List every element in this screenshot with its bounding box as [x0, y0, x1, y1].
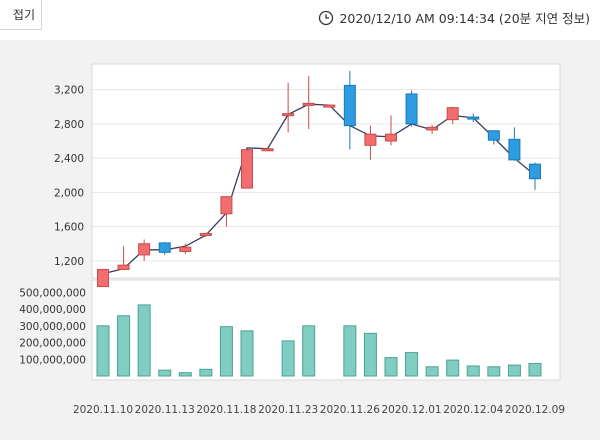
x-tick-label: 2020.12.01 [381, 404, 441, 416]
candle-body [302, 102, 315, 106]
candle-body [261, 148, 274, 152]
volume-bar [425, 366, 439, 377]
volume-bar [487, 366, 501, 377]
candle-body [117, 264, 130, 270]
fold-button[interactable]: 접기 [0, 0, 42, 30]
timestamp-text: 2020/12/10 AM 09:14:34 (20분 지연 정보) [339, 11, 590, 26]
volume-y-tick-label: 500,000,000 [19, 287, 86, 299]
clock-icon [319, 10, 334, 25]
volume-bar [302, 325, 316, 377]
volume-bar [466, 365, 480, 377]
candle-body [467, 116, 480, 120]
x-tick-label: 2020.12.04 [443, 404, 503, 416]
candle-body [446, 107, 459, 121]
volume-bar [384, 357, 398, 377]
candle-body [426, 126, 439, 131]
candle-body [323, 104, 336, 108]
volume-bar [178, 372, 192, 377]
volume-plot-area [91, 279, 561, 381]
candle-body [97, 268, 109, 288]
volume-bars [96, 304, 542, 377]
volume-bar [137, 304, 151, 377]
top-bar: 접기 2020/12/10 AM 09:14:34 (20분 지연 정보) [0, 0, 600, 40]
volume-y-tick-label: 400,000,000 [19, 304, 86, 316]
volume-bar [199, 368, 213, 377]
x-tick-label: 2020.11.26 [320, 404, 380, 416]
x-tick-label: 2020.11.10 [73, 404, 133, 416]
volume-bar [117, 315, 131, 377]
x-tick-label: 2020.11.23 [258, 404, 318, 416]
candle-body [405, 93, 418, 125]
volume-y-ticks: 100,000,000 200,000,000 300,000,000 400,000… [19, 287, 86, 366]
volume-bar [507, 364, 521, 377]
volume-bar [446, 359, 460, 377]
candle-body [364, 133, 377, 146]
volume-bar [219, 326, 233, 377]
close-line [102, 103, 536, 275]
candle-body [158, 242, 171, 253]
candles [97, 70, 541, 288]
x-tick-label: 2020.11.13 [135, 404, 195, 416]
candle-body [343, 84, 356, 127]
volume-y-tick-label: 200,000,000 [19, 338, 86, 350]
candle-body [138, 243, 151, 256]
stock-chart: 1,200 1,600 2,000 2,400 2,800 3,200 100,000,0… [19, 63, 565, 416]
candle-body [384, 133, 397, 142]
volume-bar [240, 330, 254, 377]
price-y-tick-label: 2,800 [54, 119, 84, 131]
x-ticks: 2020.11.10 2020.11.13 2020.11.18 2020.11.23… [73, 404, 565, 416]
candle-body [199, 232, 212, 236]
price-y-tick-label: 1,600 [54, 222, 84, 234]
volume-bar [343, 325, 357, 377]
close-price-line [102, 103, 536, 275]
volume-y-tick-label: 100,000,000 [19, 354, 86, 366]
x-tick-label: 2020.11.18 [196, 404, 256, 416]
volume-bar [96, 325, 110, 377]
price-y-tick-label: 1,200 [54, 256, 84, 268]
x-tick-label: 2020.12.09 [505, 404, 565, 416]
candle-body [282, 113, 295, 117]
volume-bar [405, 352, 419, 377]
price-grid [92, 89, 560, 262]
volume-bar [281, 340, 295, 377]
volume-bar [158, 369, 172, 377]
candle-body [508, 138, 521, 161]
candle-body [487, 130, 500, 141]
price-y-tick-label: 3,200 [54, 85, 84, 97]
candle-body [220, 196, 233, 215]
volume-bar [528, 362, 542, 377]
timestamp: 2020/12/10 AM 09:14:34 (20분 지연 정보) [318, 8, 590, 27]
volume-y-tick-label: 300,000,000 [19, 321, 86, 333]
price-plot-area [91, 63, 561, 279]
price-y-ticks: 1,200 1,600 2,000 2,400 2,800 3,200 [54, 85, 84, 268]
candle-body [528, 163, 541, 180]
candle-body [179, 246, 192, 252]
price-y-tick-label: 2,400 [54, 153, 84, 165]
volume-bar [363, 332, 377, 377]
candle-body [240, 149, 253, 189]
price-y-tick-label: 2,000 [54, 187, 84, 199]
